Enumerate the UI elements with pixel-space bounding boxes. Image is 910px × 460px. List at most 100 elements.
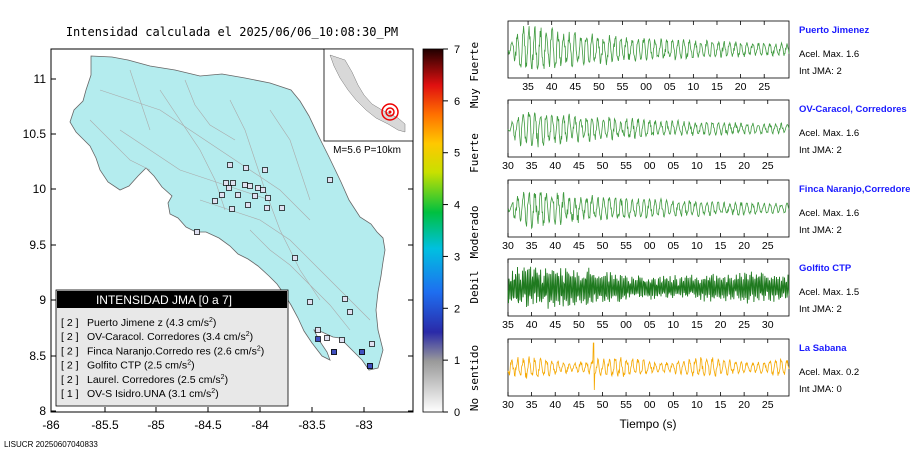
- longitude-tick-label: -85: [147, 418, 165, 432]
- time-tick-label: 15: [715, 240, 727, 252]
- legend-item-level: [ 2 ]: [61, 360, 79, 372]
- longitude-tick-label: -84.5: [194, 418, 222, 432]
- station-marker: [331, 349, 337, 355]
- time-tick-label: 35: [522, 81, 534, 93]
- time-tick-label: 50: [597, 399, 609, 411]
- station-marker: [194, 229, 200, 235]
- time-tick-label: 45: [573, 160, 585, 172]
- station-marker: [242, 182, 248, 188]
- legend-item-level: [ 2 ]: [61, 374, 79, 386]
- station-jma-intensity: Int JMA: 2: [799, 66, 842, 77]
- longitude-tick-label: -84: [251, 418, 269, 432]
- station-marker: [229, 206, 235, 212]
- waveform-trace: [507, 342, 790, 391]
- colorbar-category-label: Debil: [468, 270, 481, 303]
- time-tick-label: 30: [762, 319, 774, 331]
- legend-item-unit-sup: 2: [221, 374, 225, 381]
- legend-item-unit-sup: 2: [209, 317, 213, 324]
- station-max-accel: Acel. Max. 1.5: [799, 287, 859, 298]
- station-marker: [264, 205, 270, 211]
- time-tick-label: 05: [644, 319, 656, 331]
- legend-item-name: Laurel. Corredores: [87, 374, 177, 386]
- legend-item-value: (2.6 cm/s: [214, 345, 257, 357]
- waveform-panel: 30 35 40 45 50 55 00 05 10 15 20 25 La Sabana Acel. M…: [502, 338, 859, 411]
- time-tick-label: 05: [667, 160, 679, 172]
- legend-item: Golfito CTP (2.5 cm/s2): [87, 360, 195, 372]
- time-tick-label: 35: [526, 160, 538, 172]
- colorbar-tick-label: 1: [454, 355, 460, 367]
- legend-item-value: (4.3 cm/s: [166, 317, 209, 329]
- time-tick-label: 30: [502, 399, 514, 411]
- costa-rica-landmass: [69, 55, 386, 371]
- waveform-trace: [507, 112, 790, 148]
- latitude-tick-label: 10.5: [23, 127, 47, 141]
- colorbar-tick-label: 0: [454, 407, 460, 419]
- legend-item: OV-S Isidro.UNA (3.1 cm/s2): [87, 388, 219, 400]
- time-tick-label: 00: [644, 160, 656, 172]
- colorbar-tick-label: 6: [454, 96, 460, 108]
- time-tick-label: 55: [620, 399, 632, 411]
- intensity-colorbar: 7 6 5 4 3 2 1 0 Muy Fuerte Fuerte Moderado Debil No…: [422, 42, 481, 419]
- station-marker: [265, 195, 271, 201]
- station-max-accel: Acel. Max. 1.6: [799, 49, 859, 60]
- time-tick-label: 55: [617, 81, 629, 93]
- legend-item: Finca Naranjo.Corredo res (2.6 cm/s2): [87, 345, 264, 357]
- time-tick-label: 45: [573, 399, 585, 411]
- time-tick-label: 40: [549, 160, 561, 172]
- time-tick-label: 00: [640, 81, 652, 93]
- station-marker: [339, 337, 345, 343]
- station-marker: [255, 185, 261, 191]
- colorbar-category-label: No sentido: [468, 345, 481, 411]
- time-tick-label: 50: [593, 81, 605, 93]
- legend-item-level: [ 1 ]: [61, 388, 79, 400]
- station-name: OV-Caracol, Corredores: [799, 104, 907, 115]
- legend-item-close: ): [191, 360, 195, 372]
- time-tick-label: 35: [526, 240, 538, 252]
- time-tick-label: 40: [549, 240, 561, 252]
- time-tick-label: 25: [758, 81, 770, 93]
- station-marker: [235, 192, 241, 198]
- station-jma-intensity: Int JMA: 2: [799, 225, 842, 236]
- time-tick-label: 40: [546, 81, 558, 93]
- time-tick-label: 00: [620, 319, 632, 331]
- station-jma-intensity: Int JMA: 2: [799, 145, 842, 156]
- legend-item-level: [ 2 ]: [61, 317, 79, 329]
- station-marker: [279, 205, 285, 211]
- time-tick-label: 55: [620, 160, 632, 172]
- time-tick-label: 20: [735, 81, 747, 93]
- waveform-panel: 35 40 45 50 55 00 05 10 15 20 25 Puerto Jimenez Acel…: [507, 20, 869, 93]
- station-marker: [292, 255, 298, 261]
- latitude-tick-label: 11: [34, 72, 47, 86]
- time-tick-label: 55: [597, 319, 609, 331]
- station-marker: [315, 336, 321, 342]
- inset-map: [323, 48, 414, 142]
- colorbar-tick-label: 2: [454, 303, 460, 315]
- legend-item-close: ): [250, 331, 254, 343]
- legend-item-value: (3.1 cm/s: [168, 388, 211, 400]
- time-tick-label: 25: [762, 240, 774, 252]
- colorbar-tick-label: 4: [454, 200, 460, 212]
- station-marker: [307, 299, 313, 305]
- colorbar-category-label: Fuerte: [468, 133, 481, 173]
- time-tick-label: 35: [526, 399, 538, 411]
- legend-item-name: Finca Naranjo.Corredo res: [87, 345, 214, 357]
- station-max-accel: Acel. Max. 0.2: [799, 367, 859, 378]
- waveform-trace: [507, 266, 790, 309]
- legend-item-value: (2.5 cm/s: [177, 374, 220, 386]
- station-name: Golfito CTP: [799, 263, 852, 274]
- time-tick-label: 10: [691, 160, 703, 172]
- station-marker: [226, 185, 232, 191]
- time-tick-label: 15: [691, 319, 703, 331]
- time-tick-label: 35: [502, 319, 514, 331]
- waveform-panels: 35 40 45 50 55 00 05 10 15 20 25 Puerto Jimenez Acel…: [502, 20, 910, 411]
- station-marker: [324, 335, 330, 341]
- station-marker: [230, 180, 236, 186]
- latitude-tick-label: 10: [33, 182, 47, 196]
- station-marker: [260, 187, 266, 193]
- time-tick-label: 00: [644, 399, 656, 411]
- colorbar-tick-label: 7: [454, 44, 460, 56]
- station-marker: [367, 363, 373, 369]
- colorbar-category-label: Moderado: [468, 206, 481, 259]
- station-marker: [359, 349, 365, 355]
- waveform-panel: 30 35 40 45 50 55 00 05 10 15 20 25 OV-Caracol, Corr…: [502, 99, 907, 172]
